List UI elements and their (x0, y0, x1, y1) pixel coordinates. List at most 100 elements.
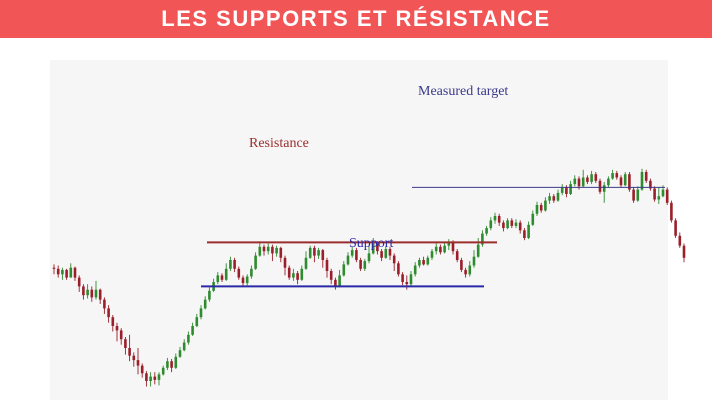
candle-body (170, 361, 173, 368)
candle-body (178, 350, 182, 357)
candle-body (287, 267, 291, 278)
candle-body (65, 269, 68, 278)
candle-body (292, 273, 295, 278)
candle-body (187, 334, 190, 343)
candle-body (69, 267, 73, 278)
candle-body (628, 174, 631, 190)
measured-target-label: Measured target (418, 84, 508, 99)
candle-body (224, 268, 228, 280)
candle-body (157, 374, 161, 380)
candle-body (527, 224, 530, 238)
candle-body (590, 174, 593, 182)
candle-body (203, 299, 207, 309)
candle-body (451, 242, 455, 252)
candle-body (514, 222, 518, 226)
candle-body (124, 339, 127, 348)
candle-body (497, 216, 501, 223)
candle-body (145, 373, 148, 381)
candle-body (392, 255, 396, 264)
candle-body (598, 180, 602, 192)
candle-body (149, 376, 152, 381)
candles-group (52, 168, 686, 387)
candle-body (439, 246, 442, 253)
resistance-label: Resistance (249, 136, 309, 151)
candle-body (208, 290, 211, 300)
candle-body (468, 265, 472, 275)
candle-body (401, 274, 404, 282)
candle-body (674, 220, 677, 236)
candle-body (237, 268, 241, 278)
candle-body (544, 200, 547, 211)
candle-body (518, 222, 522, 231)
candle-body (476, 244, 480, 257)
candle-body (539, 205, 543, 211)
candle-body (644, 172, 648, 181)
candle-body (86, 289, 89, 296)
candle-body (556, 192, 560, 201)
candle-body (317, 250, 320, 256)
page-title: LES SUPPORTS ET RÉSISTANCE (161, 6, 551, 31)
candle-body (359, 260, 362, 269)
candle-body (346, 255, 350, 265)
candle-body (430, 251, 434, 258)
candle-body (565, 187, 568, 194)
candle-body (581, 177, 585, 187)
candle-body (132, 355, 136, 361)
candle-body (313, 247, 316, 256)
candle-body (111, 317, 115, 326)
candle-body (409, 274, 413, 285)
candle-body (376, 243, 379, 252)
candle-body (489, 220, 493, 229)
candle-body (107, 308, 110, 318)
candle-body (619, 177, 623, 186)
candle-body (665, 189, 669, 203)
candle-body (52, 267, 56, 269)
candle-body (523, 230, 526, 238)
candle-body (653, 188, 656, 200)
candle-body (535, 205, 539, 214)
candle-body (661, 189, 665, 197)
candle-body (342, 264, 346, 276)
candle-body (103, 299, 106, 309)
candle-body (56, 268, 60, 275)
candle-body (388, 249, 392, 256)
candle-body (128, 348, 131, 356)
candle-body (220, 275, 224, 280)
candle-body (418, 260, 421, 266)
candle-body (682, 245, 686, 258)
candle-body (90, 289, 94, 298)
candle-body (182, 342, 186, 351)
candle-body (250, 268, 253, 277)
candle-body (657, 196, 661, 200)
candle-body (384, 249, 388, 258)
candle-body (678, 235, 682, 246)
candle-body (241, 277, 245, 284)
candle-body (363, 261, 367, 269)
candle-body (199, 308, 203, 318)
candle-body (615, 173, 619, 178)
candle-body (329, 271, 333, 280)
chart-panel (50, 60, 668, 400)
candle-body (115, 326, 119, 331)
candle-body (166, 361, 169, 368)
candle-body (304, 257, 308, 269)
candle-body (98, 289, 102, 300)
candle-body (455, 251, 459, 260)
candle-body (233, 260, 236, 269)
candle-body (531, 213, 535, 225)
candle-body (434, 246, 438, 252)
candle-body (245, 276, 249, 284)
candle-body (82, 286, 85, 296)
candle-body (607, 178, 610, 186)
candle-body (670, 202, 673, 221)
candle-body (279, 247, 283, 258)
candle-body (502, 222, 505, 229)
candle-body (640, 172, 644, 190)
candle-body (649, 180, 652, 189)
candle-body (493, 216, 497, 221)
candle-body (308, 247, 312, 258)
candle-body (447, 242, 451, 246)
candle-body (136, 360, 140, 366)
candle-body (632, 189, 635, 201)
candle-body (460, 260, 463, 270)
